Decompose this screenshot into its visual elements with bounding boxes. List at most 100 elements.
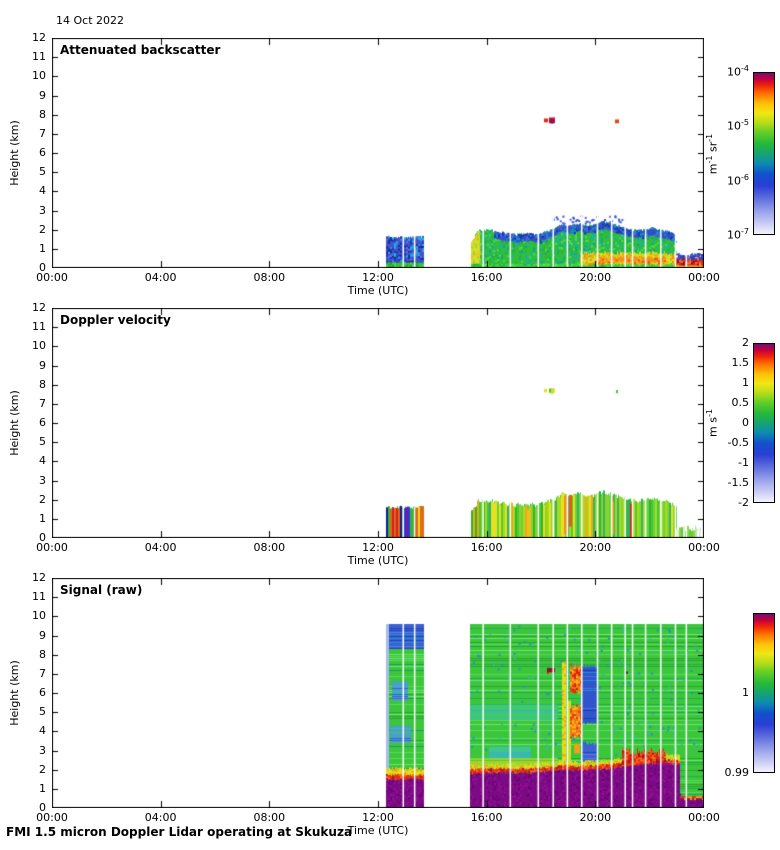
y-tick-label: 1 bbox=[39, 511, 46, 525]
x-tick-label: 04:00 bbox=[144, 541, 177, 554]
colorbar-unit-part: m bbox=[706, 426, 720, 437]
y-tick-label: 3 bbox=[39, 743, 46, 757]
y-tick-label: 10 bbox=[32, 609, 46, 623]
y-tick-label: 3 bbox=[39, 203, 46, 217]
y-tick-label: 2 bbox=[39, 762, 46, 776]
x-tick-label: 00:00 bbox=[36, 541, 68, 554]
y-tick-label: 4 bbox=[39, 724, 46, 738]
colorbar-backscatter bbox=[753, 72, 775, 235]
heatmap-doppler-velocity bbox=[52, 308, 704, 538]
colorbar-tick-exponent: -5 bbox=[741, 118, 749, 128]
x-tick-label: 00:00 bbox=[688, 271, 720, 284]
x-tick-label: 12:00 bbox=[362, 271, 394, 284]
y-tick-label: 1 bbox=[39, 241, 46, 255]
y-axis-label: Height (km) bbox=[8, 120, 21, 186]
y-tick-label: 6 bbox=[39, 416, 46, 429]
x-tick-label: 16:00 bbox=[470, 811, 503, 824]
y-tick-label: 12 bbox=[32, 571, 46, 584]
y-tick-label: 1 bbox=[39, 781, 46, 795]
y-tick-label: 0 bbox=[39, 801, 46, 814]
x-tick-label: 12:00 bbox=[362, 541, 394, 554]
y-tick-label: 0 bbox=[39, 531, 46, 544]
colorbar-tick-exponent: -4 bbox=[741, 64, 749, 73]
date-label: 14 Oct 2022 bbox=[56, 14, 125, 27]
x-tick-label: 16:00 bbox=[470, 271, 503, 284]
colorbar-unit-exponent: -1 bbox=[705, 155, 714, 163]
y-tick-label: 3 bbox=[39, 473, 46, 487]
y-tick-label: 11 bbox=[32, 320, 46, 334]
y-tick-label: 7 bbox=[39, 126, 46, 140]
y-tick-label: 8 bbox=[39, 647, 46, 661]
colorbar-unit-part: m bbox=[706, 163, 720, 174]
y-tick-label: 2 bbox=[39, 492, 46, 506]
colorbar-tick-value: 10 bbox=[727, 65, 742, 79]
colorbar-tick-exponent: -6 bbox=[741, 172, 749, 182]
y-axis-label: Height (km) bbox=[8, 390, 21, 456]
y-tick-label: 4 bbox=[39, 454, 46, 468]
y-tick-label: 10 bbox=[32, 69, 46, 83]
colorbar-tick-value: 0 bbox=[742, 416, 749, 429]
x-axis-label: Time (UTC) bbox=[347, 284, 409, 297]
colorbar-tick-value: -1 bbox=[738, 456, 749, 469]
colorbar-unit-exponent: -1 bbox=[705, 133, 714, 142]
colorbar-tick-label: -1.5 bbox=[691, 476, 749, 489]
y-tick-label: 8 bbox=[39, 377, 46, 391]
y-tick-label: 7 bbox=[39, 396, 46, 410]
colorbar-unit-part: sr bbox=[706, 141, 720, 156]
colorbar-tick-label: 10-6 bbox=[691, 172, 749, 187]
y-tick-label: 8 bbox=[39, 107, 46, 121]
colorbar-doppler-velocity bbox=[753, 343, 775, 503]
y-tick-label: 9 bbox=[39, 88, 46, 102]
colorbar-tick-label: 10-5 bbox=[691, 119, 749, 133]
y-tick-label: 6 bbox=[39, 146, 46, 159]
colorbar-tick-value: 0.99 bbox=[724, 766, 750, 779]
x-tick-label: 08:00 bbox=[253, 541, 286, 554]
y-tick-label: 5 bbox=[39, 165, 46, 179]
y-tick-label: 10 bbox=[32, 339, 46, 353]
colorbar-tick-exponent: -7 bbox=[741, 227, 749, 236]
x-tick-label: 00:00 bbox=[36, 271, 68, 284]
x-tick-label: 04:00 bbox=[144, 271, 177, 284]
colorbar-tick-label: -2 bbox=[691, 496, 749, 509]
colorbar-tick-value: 1 bbox=[742, 376, 749, 389]
heatmap-signal-raw bbox=[52, 578, 704, 808]
x-tick-label: 00:00 bbox=[36, 811, 68, 824]
colorbar-tick-value: 10 bbox=[727, 228, 742, 242]
colorbar-tick-value: -0.5 bbox=[727, 436, 749, 449]
colorbar-tick-value: -1.5 bbox=[727, 476, 749, 489]
colorbar-tick-label: 1.5 bbox=[691, 356, 750, 369]
colorbar-tick-label: 0.5 bbox=[691, 396, 750, 409]
colorbar-tick-label: 10-7 bbox=[691, 228, 749, 242]
y-tick-label: 6 bbox=[39, 686, 46, 699]
colorbar-tick-value: 1 bbox=[742, 686, 749, 699]
colorbar-unit-part: s bbox=[706, 417, 720, 427]
colorbar-unit-label: m-1 sr-1 bbox=[705, 89, 722, 219]
y-tick-label: 5 bbox=[39, 705, 46, 719]
y-tick-label: 12 bbox=[32, 31, 46, 44]
panel-title-signal-raw: Signal (raw) bbox=[60, 583, 143, 597]
colorbar-tick-label: 0 bbox=[691, 416, 749, 429]
colorbar-tick-value: 10 bbox=[727, 119, 742, 133]
x-tick-label: 00:00 bbox=[688, 811, 720, 824]
footer-label: FMI 1.5 micron Doppler Lidar operating a… bbox=[6, 825, 353, 839]
colorbar-signal-raw bbox=[753, 613, 775, 773]
x-tick-label: 20:00 bbox=[579, 541, 612, 554]
colorbar-tick-value: 0.5 bbox=[731, 396, 750, 409]
x-tick-label: 08:00 bbox=[253, 271, 286, 284]
x-tick-label: 04:00 bbox=[144, 811, 177, 824]
y-tick-label: 9 bbox=[39, 628, 46, 642]
colorbar-tick-label: 10-4 bbox=[691, 65, 749, 79]
y-tick-label: 9 bbox=[39, 358, 46, 372]
x-tick-label: 16:00 bbox=[470, 541, 503, 554]
colorbar-tick-label: -1 bbox=[691, 456, 749, 469]
y-tick-label: 4 bbox=[39, 184, 46, 198]
x-tick-label: 20:00 bbox=[579, 271, 612, 284]
colorbar-tick-label: -0.5 bbox=[691, 436, 749, 449]
y-tick-label: 7 bbox=[39, 666, 46, 680]
y-tick-label: 12 bbox=[32, 301, 46, 314]
y-axis-label: Height (km) bbox=[8, 660, 21, 726]
colorbar-unit-exponent: -1 bbox=[705, 409, 714, 418]
colorbar-tick-value: 2 bbox=[742, 336, 749, 349]
